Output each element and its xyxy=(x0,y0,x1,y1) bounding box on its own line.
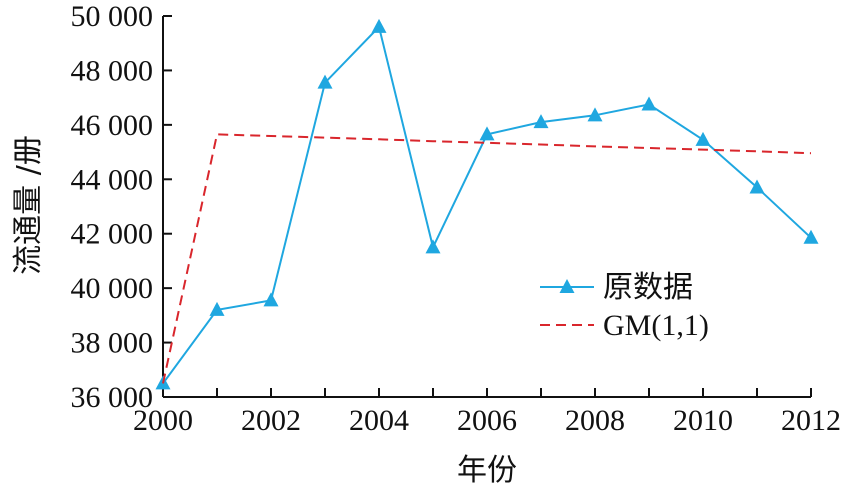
y-tick-label: 42 000 xyxy=(71,218,154,251)
series-line xyxy=(162,133,812,384)
x-tick-label: 2002 xyxy=(241,404,301,437)
axes: 36 000 38 000 40 000 42 000 44 000 46 000 48 0… xyxy=(71,0,842,437)
legend: 原数据 GM(1,1) xyxy=(540,271,709,342)
y-tick-label: 38 000 xyxy=(71,327,154,360)
y-axis-title: 流通量 /册 xyxy=(11,135,46,275)
data-point xyxy=(209,301,225,316)
data-point xyxy=(479,126,495,141)
y-tick-label: 40 000 xyxy=(71,272,154,305)
x-tick-label: 2008 xyxy=(565,404,625,437)
data-point xyxy=(587,107,603,122)
x-tick-label: 2010 xyxy=(673,404,733,437)
legend-label: GM(1,1) xyxy=(603,309,709,342)
series-gm11 xyxy=(162,133,812,384)
series-original-data xyxy=(155,18,819,390)
x-tick-label: 2000 xyxy=(133,404,193,437)
x-axis-title: 年份 xyxy=(457,453,517,488)
data-point xyxy=(317,74,333,89)
y-tick-label: 48 000 xyxy=(71,54,154,87)
data-point xyxy=(263,292,279,307)
legend-swatch-marker xyxy=(559,279,575,293)
x-tick-label: 2004 xyxy=(349,404,409,437)
legend-label: 原数据 xyxy=(603,271,693,304)
data-point xyxy=(533,114,549,129)
data-point xyxy=(425,239,441,254)
data-point xyxy=(803,229,819,244)
y-tick-label: 44 000 xyxy=(71,163,154,196)
x-tick-label: 2012 xyxy=(781,404,841,437)
data-point xyxy=(695,131,711,146)
data-point xyxy=(749,179,765,194)
data-point xyxy=(371,18,387,33)
series-line xyxy=(162,24,812,384)
y-tick-label: 50 000 xyxy=(71,0,154,33)
data-point xyxy=(641,96,657,111)
x-tick-label: 2006 xyxy=(457,404,517,437)
series-layer xyxy=(155,18,819,390)
y-tick-label: 36 000 xyxy=(71,381,154,414)
y-tick-label: 46 000 xyxy=(71,109,154,142)
